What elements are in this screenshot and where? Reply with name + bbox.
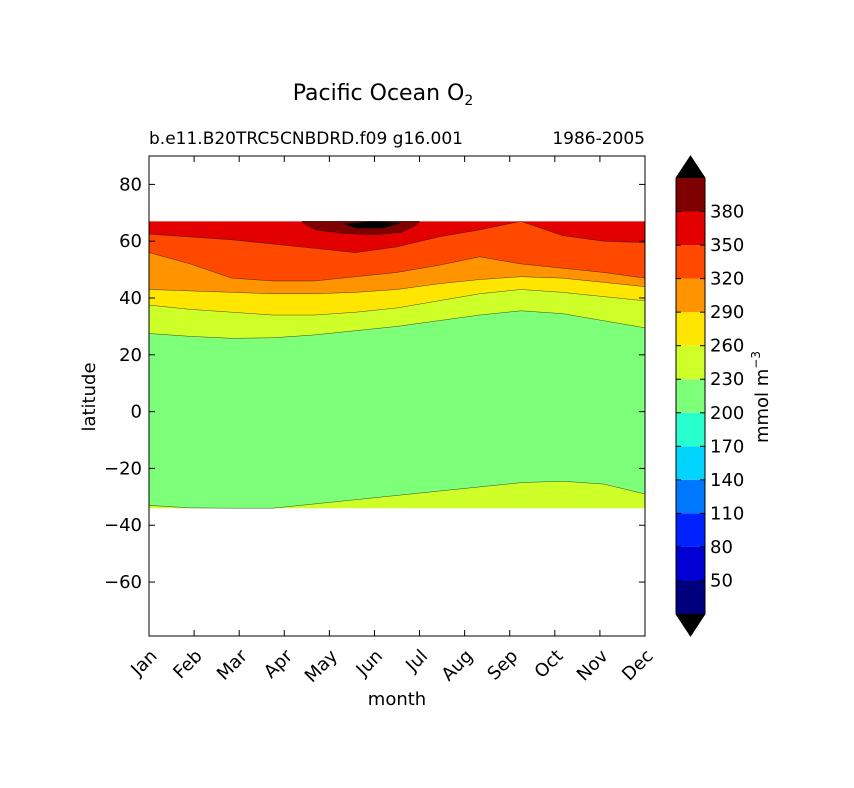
contour-layers [148,221,646,509]
y-tick-label: 0 [131,402,142,423]
colorbar-tick-label: 290 [710,302,744,323]
contour-line-350 [148,252,646,282]
x-tick-label: Aug [438,646,478,686]
colorbar-tick-label: 80 [710,537,733,558]
colorbar-swatch [676,278,705,313]
x-tick-label: Jan [126,646,161,681]
colorbar-swatch [676,513,705,547]
band-230-260-north [149,289,645,339]
y-tick-label: 80 [119,174,142,195]
plot-frame [148,155,646,637]
y-tick-label: 60 [119,231,142,252]
colorbar-swatch [676,178,705,212]
x-tick-label: Nov [573,645,613,685]
colorbar-tick-label: 320 [710,269,744,290]
x-tick-label: Mar [213,645,252,684]
contour-line-230 [148,480,646,509]
colorbar-swatch [676,211,705,246]
band-350-380 [149,221,645,253]
colorbar-extend-max [676,156,705,178]
colorbar-tick-label: 350 [710,235,744,256]
y-tick-label: −60 [104,572,142,593]
chart-subtitle-left: b.e11.B20TRC5CNBDRD.f09 g16.001 [149,129,463,149]
chart-subtitle-right: 1986-2005 [552,129,645,149]
contour-line-290 [148,289,646,316]
contour-line-320 [148,276,646,295]
colorbar-swatch [676,479,705,514]
band-200-230 [149,310,645,509]
colorbar-swatch [676,580,705,614]
contour-line-380 [148,221,646,253]
band-320-350 [149,221,645,281]
y-tick-label: 20 [119,345,142,366]
colorbar-swatch [676,245,705,279]
x-tick-label: Jun [352,646,387,681]
colorbar: 380 350 320 290 260 230 200 170 140 110 80 50 [675,155,744,637]
colorbar-tick-label: 110 [710,503,744,524]
colorbar-extend-min [676,614,705,636]
band-over-max [342,221,402,229]
y-tick-label: −20 [104,458,142,479]
colorbar-tick-label: 380 [710,202,744,223]
colorbar-swatch [676,546,705,581]
x-axis-label: month [368,689,426,710]
y-axis-ticks: 80 60 40 20 0 −20 −40 −60 [104,174,645,593]
x-tick-label: Feb [169,646,206,683]
x-tick-label: Sep [483,646,522,685]
y-tick-label: −40 [104,515,142,536]
x-tick-label: Apr [260,645,297,682]
colorbar-swatch [676,345,705,380]
colorbar-tick-label: 50 [710,570,733,591]
colorbar-units-label: mmol m−3 [749,351,773,443]
band-290-320 [149,252,645,294]
colorbar-swatch [676,379,705,413]
colorbar-tick-label: 230 [710,369,744,390]
x-tick-label: Jul [401,646,432,677]
colorbar-tick-label: 170 [710,436,744,457]
band-260-290 [149,276,645,316]
colorbar-tick-label: 200 [710,403,744,424]
x-tick-label: Dec [618,646,657,685]
chart-title: Pacific Ocean O2 [293,81,474,109]
colorbar-swatch [676,412,705,447]
band-230-260-south [149,481,645,509]
colorbar-tick-label: 260 [710,336,744,357]
y-tick-label: 40 [119,288,142,309]
colorbar-tick-label: 140 [710,470,744,491]
colorbar-swatch [676,446,705,480]
colorbar-swatch [676,312,705,346]
y-axis-label: latitude [79,362,100,431]
colorbar-frame [675,155,706,637]
x-tick-label: May [301,645,342,686]
x-tick-label: Oct [531,646,568,683]
contour-line-260 [148,310,646,339]
